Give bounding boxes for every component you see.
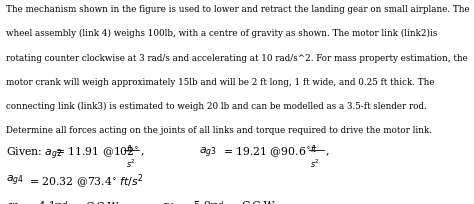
Text: connecting link (link3) is estimated to weigh 20 lb and can be modelled as a 3.5: connecting link (link3) is estimated to … bbox=[6, 101, 427, 111]
Text: $ft$: $ft$ bbox=[126, 143, 134, 154]
Text: Determine all forces acting on the joints of all links and torque required to dr: Determine all forces acting on the joint… bbox=[6, 125, 432, 134]
Text: $ft$: $ft$ bbox=[310, 143, 319, 154]
Text: ,: , bbox=[141, 145, 144, 155]
Text: = 11.91 @102$^{\circ}$: = 11.91 @102$^{\circ}$ bbox=[55, 145, 139, 159]
Text: = 5.0: = 5.0 bbox=[181, 200, 211, 204]
Text: = 19.21 @90.6$^{\circ}$: = 19.21 @90.6$^{\circ}$ bbox=[223, 145, 310, 159]
Text: Given: $a_{g2}$: Given: $a_{g2}$ bbox=[6, 145, 62, 161]
Text: C.C.W,: C.C.W, bbox=[85, 200, 120, 204]
Text: $s^2$: $s^2$ bbox=[126, 157, 135, 169]
Text: = 20.32 @73.4$^{\circ}$ $ft/s^2$: = 20.32 @73.4$^{\circ}$ $ft/s^2$ bbox=[29, 172, 144, 191]
Text: $rad$: $rad$ bbox=[209, 198, 224, 204]
Text: $\alpha_4$: $\alpha_4$ bbox=[161, 200, 175, 204]
Text: The mechanism shown in the figure is used to lower and retract the landing gear : The mechanism shown in the figure is use… bbox=[6, 5, 469, 14]
Text: $a_{g3}$: $a_{g3}$ bbox=[199, 145, 217, 159]
Text: rotating counter clockwise at 3 rad/s and accelerating at 10 rad/s^2. For mass p: rotating counter clockwise at 3 rad/s an… bbox=[6, 53, 467, 62]
Text: wheel assembly (link 4) weighs 100lb, with a centre of gravity as shown. The mot: wheel assembly (link 4) weighs 100lb, wi… bbox=[6, 29, 437, 38]
Text: $s^2$: $s^2$ bbox=[310, 157, 320, 169]
Text: motor crank will weigh approximately 15lb and will be 2 ft long, 1 ft wide, and : motor crank will weigh approximately 15l… bbox=[6, 77, 434, 86]
Text: ,: , bbox=[326, 145, 329, 155]
Text: $\alpha_3$: $\alpha_3$ bbox=[6, 200, 19, 204]
Text: C.C.W: C.C.W bbox=[242, 200, 275, 204]
Text: = 4.1: = 4.1 bbox=[26, 200, 55, 204]
Text: $rad$: $rad$ bbox=[53, 198, 68, 204]
Text: $a_{g4}$: $a_{g4}$ bbox=[6, 172, 24, 187]
